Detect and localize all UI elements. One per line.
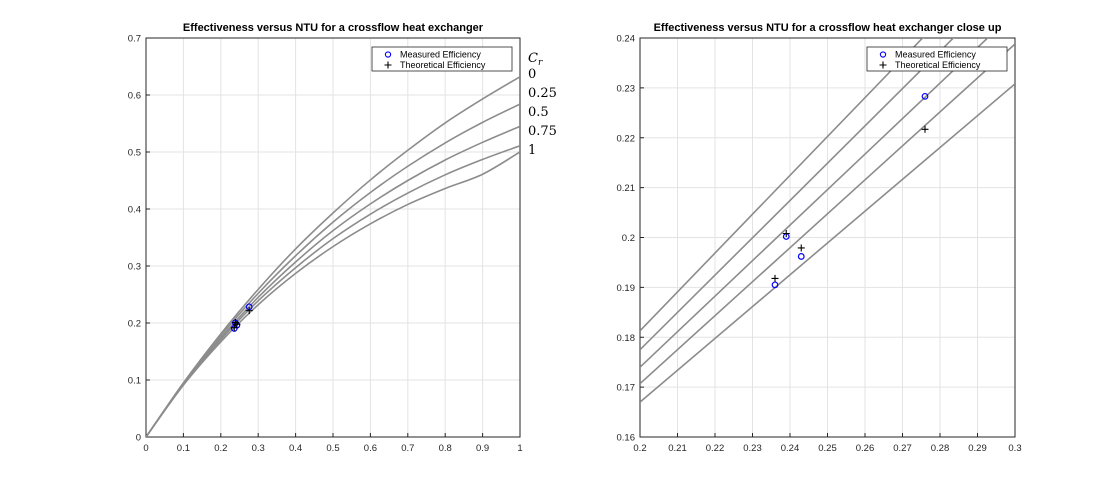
x-tick-label: 0.27: [893, 443, 912, 454]
legend-marker-circle: [879, 51, 887, 58]
legend-label: Measured Efficiency: [895, 50, 976, 60]
y-tick-label: 0.3: [128, 262, 141, 273]
cr-label-heading: Cr: [528, 51, 543, 68]
markers: [771, 92, 929, 289]
x-tick-label: 0.1: [177, 443, 190, 454]
x-tick-label: 0.2: [214, 443, 227, 454]
x-tick-label: 0.23: [743, 443, 762, 454]
y-tick-label: 0.4: [128, 205, 141, 216]
y-tick-label: 0.19: [617, 283, 636, 294]
theoretical-point: [233, 320, 241, 328]
measured-point: [771, 281, 779, 289]
cr-label: 0.75: [528, 124, 557, 139]
x-tick-label: 0.29: [968, 443, 987, 454]
measured-point: [797, 253, 805, 260]
cr-label: 0.5: [528, 105, 549, 120]
cr-labels: Cr0 0.25 0.5 0.75 1: [528, 51, 557, 158]
x-tick-label: 1: [517, 443, 522, 454]
legend-marker-plus: [384, 61, 392, 69]
legend-marker-plus: [879, 61, 887, 69]
chart-title: Effectiveness versus NTU for a crossflow…: [654, 22, 1002, 34]
x-tick-label: 0.4: [289, 443, 302, 454]
legend-label: Theoretical Efficiency: [400, 60, 486, 70]
y-tick-label: 0.2: [622, 233, 635, 244]
y-tick-label: 0.24: [617, 34, 636, 45]
x-tick-label: 0.3: [252, 443, 265, 454]
curve-cr-0-25: [640, 38, 955, 351]
y-tick-label: 0.5: [128, 148, 141, 159]
y-tick-label: 0.23: [617, 83, 636, 94]
y-tick-label: 0.22: [617, 133, 636, 144]
y-tick-label: 0.1: [128, 376, 141, 387]
y-tick-label: 0.21: [617, 183, 636, 194]
x-tick-label: 0.28: [931, 443, 950, 454]
x-tick-label: 0.21: [668, 443, 687, 454]
y-tick-label: 0.6: [128, 91, 141, 102]
x-tick-label: 0.9: [476, 443, 489, 454]
x-tick-label: 0.3: [1008, 443, 1021, 454]
y-tick-label: 0.2: [128, 319, 141, 330]
curves: [146, 76, 520, 437]
x-tick-label: 0.22: [706, 443, 725, 454]
curve-cr-0-75: [146, 144, 520, 437]
y-tick-label: 0.17: [617, 383, 636, 394]
curve-cr-1: [640, 83, 1015, 403]
y-tick-label: 0.16: [617, 433, 636, 444]
cr-label: 1: [528, 143, 536, 158]
theoretical-point: [782, 230, 790, 238]
curve-cr-1: [146, 151, 520, 437]
cr-label: 0: [528, 67, 536, 82]
legend-box: [866, 46, 1008, 72]
x-tick-label: 0.8: [439, 443, 452, 454]
legend-marker-circle: [384, 51, 392, 58]
theoretical-point: [921, 125, 929, 133]
x-tick-label: 0: [143, 443, 148, 454]
legend-box: [371, 46, 513, 72]
markers: [230, 303, 253, 332]
legend-label: Theoretical Efficiency: [895, 60, 981, 70]
x-tick-label: 0.7: [401, 443, 414, 454]
x-tick-label: 0.26: [856, 443, 875, 454]
x-tick-label: 0.5: [326, 443, 339, 454]
x-tick-label: 0.2: [633, 443, 646, 454]
y-tick-label: 0.7: [128, 34, 141, 45]
theoretical-point: [231, 319, 239, 327]
curve-cr-0-25: [146, 103, 520, 437]
curve-cr-0: [640, 38, 924, 332]
x-tick-label: 0.24: [781, 443, 800, 454]
theoretical-point: [797, 244, 805, 252]
theoretical-point: [245, 307, 253, 315]
y-tick-label: 0.18: [617, 333, 636, 344]
y-tick-label: 0: [136, 433, 141, 444]
cr-label: 0.25: [528, 86, 557, 101]
theoretical-point: [771, 274, 779, 282]
legend-label: Measured Efficiency: [400, 50, 481, 60]
x-tick-label: 0.6: [364, 443, 377, 454]
chart-title: Effectiveness versus NTU for a crossflow…: [183, 22, 484, 34]
curve-cr-0-75: [640, 43, 1015, 385]
chart-left: 0 0.1 0.2 0.3 0.4 0.5 0.6 0.7 0.8 0.9 1 0 0.1 0.2 0.3 0…: [128, 22, 557, 454]
measured-point: [921, 92, 929, 100]
chart-right-closeup: 0.2 0.21 0.22 0.23 0.24 0.25 0.26 0.27 0.28 0.29 0…: [617, 22, 1022, 454]
x-tick-label: 0.25: [818, 443, 837, 454]
